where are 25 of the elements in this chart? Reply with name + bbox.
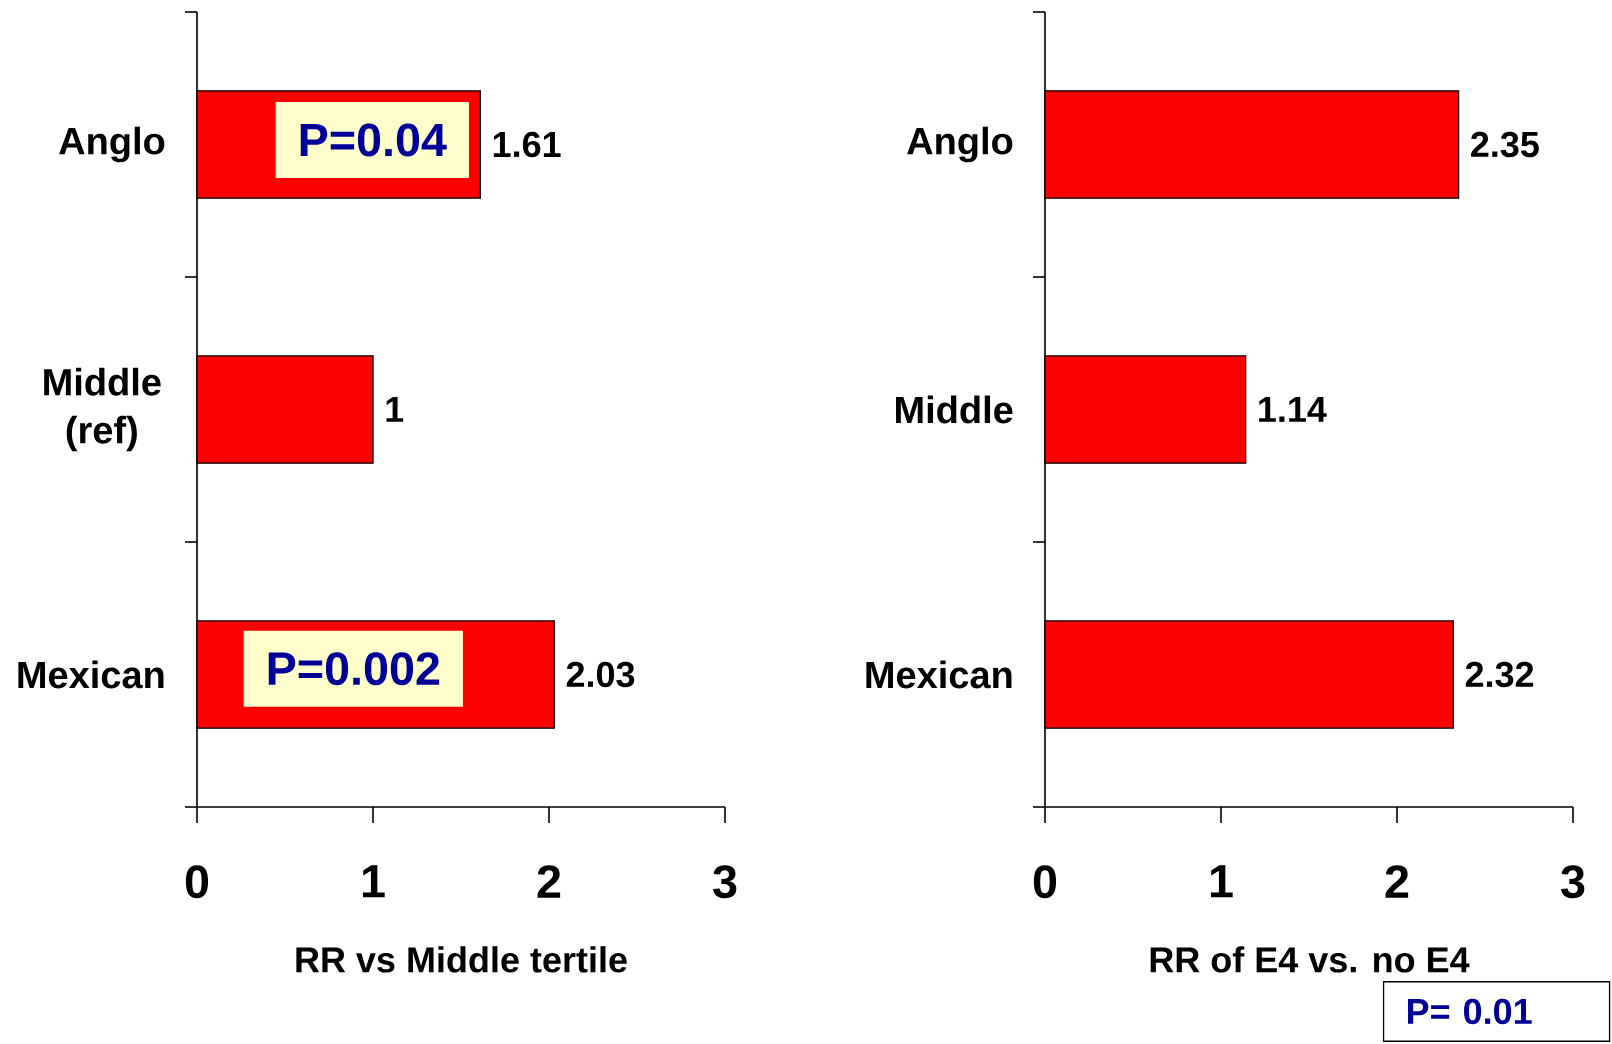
data-label: 1.14 <box>1259 397 1327 422</box>
annotation: P=0.04 <box>300 123 447 157</box>
y-tick-label: Middle <box>896 395 1013 424</box>
x-tick-label: 3 <box>713 865 737 899</box>
x-tick-label: 2 <box>1385 865 1409 898</box>
x-tick-label: 1 <box>362 865 385 898</box>
data-label: 1.61 <box>493 131 561 158</box>
y-tick-label: Anglo <box>59 126 165 163</box>
data-label: 2.35 <box>1471 131 1539 158</box>
text: P= 0.01 <box>1407 998 1532 1025</box>
y-tick-label: Anglo <box>907 126 1013 163</box>
x-axis-title: RR vs Middle tertile <box>296 946 627 973</box>
data-label: 2.32 <box>1465 661 1534 688</box>
x-tick-label: 2 <box>537 865 561 898</box>
x-tick-label: 1 <box>1210 865 1233 898</box>
x-tick-label: 0 <box>1033 865 1057 899</box>
x-tick-label: 0 <box>185 865 209 899</box>
annotation: P=0.002 <box>268 652 440 686</box>
data-label: 1 <box>386 397 404 422</box>
y-tick-label: Mexican <box>18 660 164 689</box>
y-tick-label: Mexican <box>866 660 1012 689</box>
y-tick-label: Middle (ref) <box>44 367 161 452</box>
x-axis-title: RR of E4 vs. no E4 <box>1150 946 1470 973</box>
data-label: 2.03 <box>566 661 635 688</box>
x-tick-label: 3 <box>1561 865 1585 899</box>
